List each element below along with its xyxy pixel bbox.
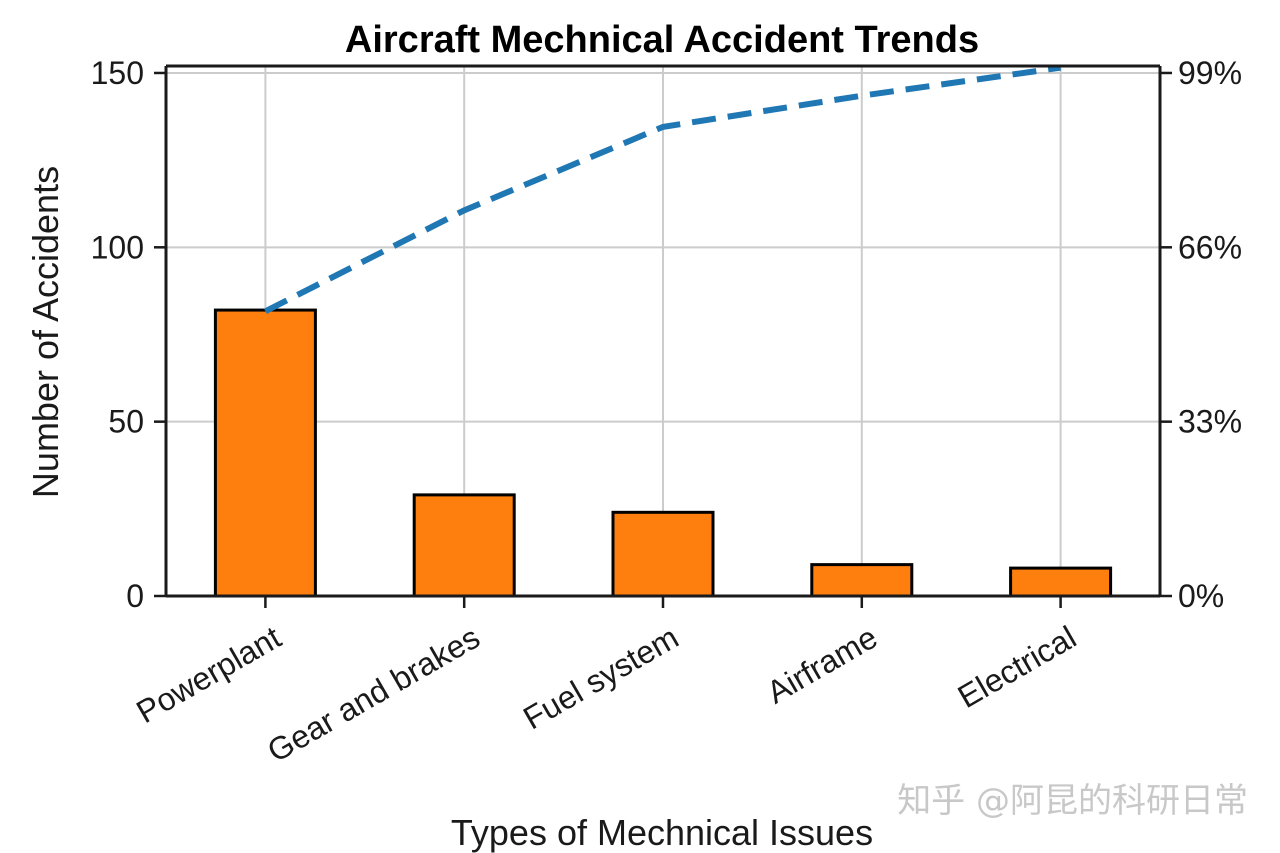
x-tick-label: Fuel system xyxy=(517,619,684,736)
bar-gear-and-brakes xyxy=(412,493,516,598)
y-tick-label: 0 xyxy=(126,578,144,614)
cumulative-line-group xyxy=(264,64,1062,314)
x-axis-label: Types of Mechnical Issues xyxy=(451,812,873,853)
y2-tick-label: 33% xyxy=(1178,404,1242,440)
y-tick-label: 50 xyxy=(108,404,144,440)
x-tick-label: Electrical xyxy=(952,619,1082,715)
bar-powerplant xyxy=(213,308,317,598)
cumulative-percent-line xyxy=(264,64,1062,314)
x-tick-label: Powerplant xyxy=(130,619,287,730)
y-axis-label: Number of Accidents xyxy=(25,166,66,498)
y-tick-label: 100 xyxy=(91,229,144,265)
y-tick-label: 150 xyxy=(91,55,144,91)
bar-electrical xyxy=(1009,566,1113,598)
bar-airframe xyxy=(810,563,914,598)
bars xyxy=(213,308,1113,598)
y2-tick-label: 99% xyxy=(1178,55,1242,91)
y2-tick-label: 0% xyxy=(1178,578,1224,614)
bar-fuel-system xyxy=(611,510,715,598)
y2-tick-label: 66% xyxy=(1178,229,1242,265)
x-tick-label: Airframe xyxy=(761,619,884,711)
chart-title: Aircraft Mechnical Accident Trends xyxy=(345,19,979,61)
x-tick-label: Gear and brakes xyxy=(261,619,485,769)
watermark: 知乎 @阿昆的科研日常 xyxy=(897,781,1248,821)
